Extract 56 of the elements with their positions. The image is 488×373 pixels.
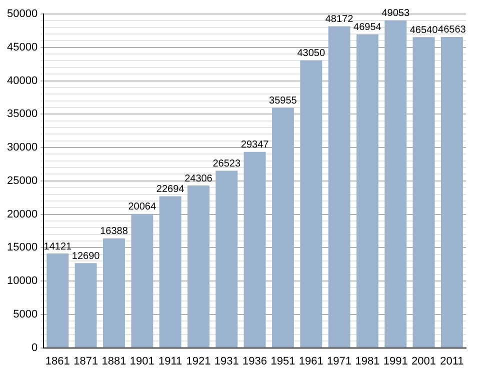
bar xyxy=(187,186,210,348)
bar xyxy=(74,263,97,348)
x-tick-label: 1936 xyxy=(242,355,268,368)
data-label: 16388 xyxy=(100,226,128,238)
bar xyxy=(272,108,294,348)
x-tick-label: 1861 xyxy=(45,355,70,368)
data-label: 22694 xyxy=(156,184,185,196)
data-label: 29347 xyxy=(240,140,270,151)
y-tick-label: 25000 xyxy=(6,174,38,187)
bar xyxy=(103,238,125,348)
bar xyxy=(440,36,463,348)
x-tick-label: 1901 xyxy=(130,355,154,368)
bar xyxy=(412,37,435,348)
data-label: 46540 xyxy=(410,24,438,36)
bar xyxy=(216,170,238,348)
bar xyxy=(356,34,378,348)
data-label: 49053 xyxy=(382,8,410,20)
x-tick-label: 1871 xyxy=(74,355,98,368)
bar xyxy=(300,60,322,348)
y-tick-label: 20000 xyxy=(6,208,38,220)
x-tick-label: 2011 xyxy=(440,355,464,368)
y-tick-label: 30000 xyxy=(6,142,38,154)
data-label: 46563 xyxy=(438,24,466,36)
x-tick-label: 1991 xyxy=(383,355,408,368)
data-label: 24306 xyxy=(184,173,213,184)
x-tick-label: 1981 xyxy=(355,355,380,368)
data-label: 46954 xyxy=(354,22,382,34)
bar xyxy=(46,254,69,348)
bar xyxy=(384,20,407,348)
bar xyxy=(159,196,182,348)
data-label: 20064 xyxy=(128,202,156,213)
data-label: 43050 xyxy=(297,48,326,60)
x-tick-label: 2001 xyxy=(412,355,436,368)
data-label: 26523 xyxy=(212,158,241,170)
data-label: 14121 xyxy=(44,241,72,252)
data-label: 35955 xyxy=(269,96,298,107)
x-tick-label: 1921 xyxy=(186,355,211,368)
y-tick-label: 45000 xyxy=(6,41,38,54)
x-tick-label: 1881 xyxy=(102,355,126,368)
bar xyxy=(131,214,154,348)
x-tick-label: 1931 xyxy=(214,355,239,368)
x-tick-label: 1971 xyxy=(327,355,352,368)
y-tick-label: 35000 xyxy=(6,108,38,120)
data-label: 12690 xyxy=(72,250,100,262)
y-tick-label: 0 xyxy=(31,342,38,354)
y-tick-label: 10000 xyxy=(6,275,38,288)
x-tick-label: 1961 xyxy=(298,355,324,368)
bar xyxy=(244,152,266,348)
data-label: 48172 xyxy=(325,14,354,25)
y-tick-label: 15000 xyxy=(6,242,38,254)
bar xyxy=(328,26,350,348)
x-tick-label: 1951 xyxy=(270,355,296,368)
y-tick-label: 50000 xyxy=(6,8,38,20)
y-tick-label: 5000 xyxy=(13,308,38,320)
x-tick-label: 1911 xyxy=(158,355,182,368)
y-tick-label: 40000 xyxy=(6,74,38,87)
